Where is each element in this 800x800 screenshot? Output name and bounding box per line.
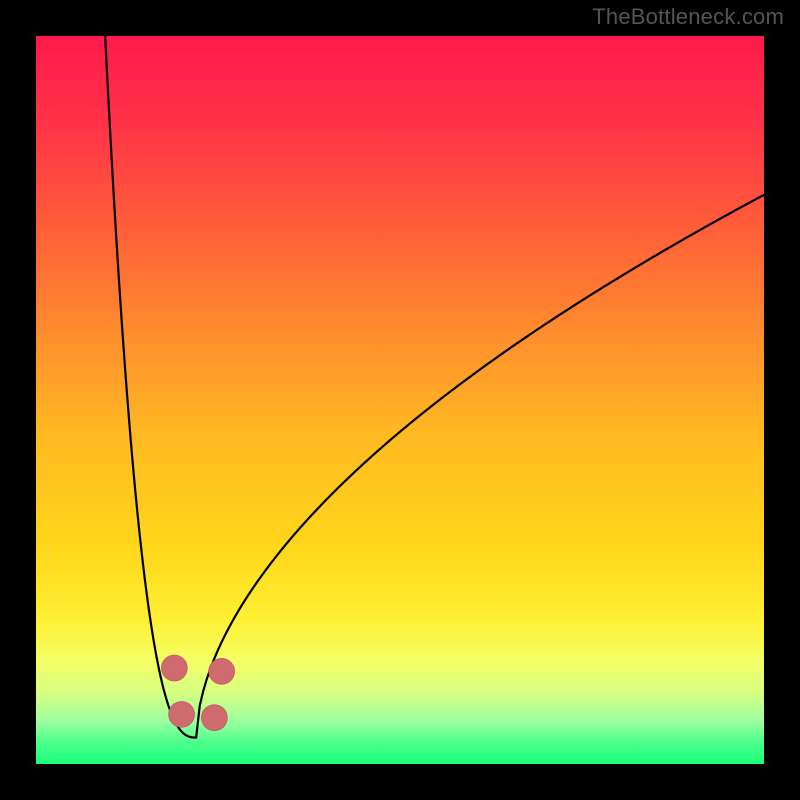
watermark-text: TheBottleneck.com	[592, 4, 784, 30]
data-marker	[169, 701, 195, 727]
plot-background	[36, 36, 764, 764]
data-marker	[161, 655, 187, 681]
data-marker	[201, 705, 227, 731]
data-marker	[209, 658, 235, 684]
bottleneck-chart	[0, 0, 800, 800]
